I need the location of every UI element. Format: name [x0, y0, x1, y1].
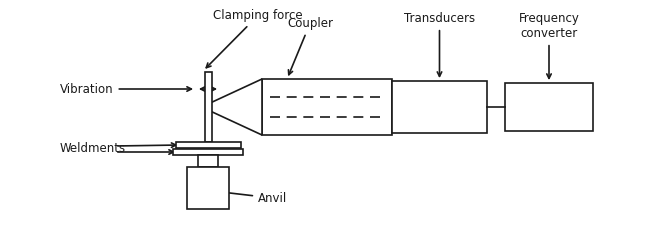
Bar [198, 155, 218, 167]
Bar [176, 142, 240, 148]
Bar [205, 72, 211, 142]
Bar [187, 167, 229, 209]
Bar [505, 83, 593, 131]
Bar [173, 149, 243, 155]
Text: Transducers: Transducers [404, 12, 475, 76]
Text: Frequency
converter: Frequency converter [519, 12, 579, 78]
Text: Weldments: Weldments [60, 142, 126, 155]
Text: Anvil: Anvil [192, 187, 287, 205]
Bar [262, 79, 392, 135]
Bar [392, 81, 487, 133]
Text: Clamping force: Clamping force [206, 9, 303, 68]
Polygon shape [208, 79, 262, 135]
Text: Vibration: Vibration [60, 82, 191, 96]
Text: Coupler: Coupler [287, 17, 333, 75]
